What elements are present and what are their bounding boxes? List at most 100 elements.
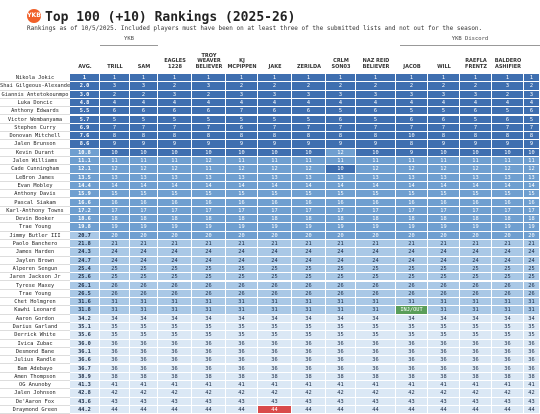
rank-cell: 19 [492, 223, 524, 232]
table-row[interactable]: Jalen Johnson 42.8 42 42 42 42 42 42 42 42 42 42 42 4… [0, 389, 540, 398]
rank-cell: 35 [192, 323, 226, 332]
player-name: Julius Randle [0, 356, 70, 365]
rank-cell: 12 [326, 148, 356, 157]
column-header-line: JAKE [268, 63, 282, 70]
rank-cell: 2 [100, 90, 130, 99]
player-name: Trae Young [0, 223, 70, 232]
table-row[interactable]: Trae Young 26.5 26 26 26 26 26 26 26 26 26 26 26 26 26… [0, 289, 540, 299]
rank-cell: 20 [326, 231, 356, 240]
table-row[interactable]: Giannis Antetokounmpo 3.0 2 2 3 2 3 3 3 3 3 3 3 3 2 3 [0, 90, 540, 99]
column-header-kj[interactable]: KJ MCPIPPEN [226, 46, 258, 72]
column-header-trill[interactable]: TRILL [100, 46, 130, 72]
table-row[interactable]: Stephen Curry 6.9 7 7 7 7 6 7 7 7 7 7 7 7 7 7 [0, 123, 540, 133]
rank-cell: 9 [226, 140, 258, 149]
avg-cell: 19.8 [70, 223, 100, 232]
rank-cell: 24 [492, 256, 524, 265]
table-row[interactable]: Bam Adebayo 36.7 36 36 36 36 36 36 36 36 36 36 36 36 3… [0, 364, 540, 373]
column-header-line: BELIEVER [362, 63, 390, 70]
table-row[interactable]: OG Anunoby 41.3 41 41 41 41 41 41 41 41 41 41 41 41 41… [0, 381, 540, 390]
table-row[interactable]: Amen Thompson 38.9 38 38 38 38 38 38 38 38 38 38 38 3… [0, 372, 540, 382]
table-row[interactable]: Donovan Mitchell 7.6 8 8 8 8 8 8 8 8 8 10 8 8 8 8 [0, 132, 540, 141]
column-header-will[interactable]: WILL [428, 46, 460, 72]
player-name: Pascal Siakam [0, 199, 70, 207]
rank-cell: 3 [158, 90, 192, 99]
avg-cell: 5.5 [70, 107, 100, 116]
table-row[interactable]: Kevin Durant 10.8 10 10 10 10 10 10 10 12 10 9 10 10 1… [0, 148, 540, 157]
rank-cell: 17 [292, 206, 326, 216]
table-row[interactable]: Trae Young 19.8 19 19 19 19 19 19 19 19 19 19 19 19 19… [0, 223, 540, 232]
table-row[interactable]: Karl-Anthony Towns 17.2 17 17 17 17 17 17 17 17 17… [0, 206, 540, 216]
rank-cell: 4 [258, 98, 292, 108]
table-row[interactable]: Paolo Banchero 21.8 21 21 21 21 21 21 21 21 21 21 21… [0, 240, 540, 249]
rank-cell: 25 [226, 273, 258, 282]
column-header-eagles[interactable]: EAGLES 1228 [158, 46, 192, 72]
column-header-zerilda[interactable]: ZERILDA [292, 46, 326, 72]
table-row[interactable]: Derrick White 35.6 35 35 35 35 35 35 35 35 35 35 35 3… [0, 331, 540, 340]
table-row[interactable]: LeBron James 13.5 13 13 13 13 13 13 13 13 13 13 13 13… [0, 173, 540, 182]
column-header-jake[interactable]: JAKE [258, 46, 292, 72]
column-header-naz[interactable]: NAZ REID BELIEVER [356, 46, 396, 72]
rank-cell: 36 [158, 347, 192, 357]
table-row[interactable]: Darius Garland 35.1 35 35 35 35 35 35 35 35 35 35 35… [0, 323, 540, 332]
column-header-sam[interactable]: SAM [130, 46, 158, 72]
table-row[interactable]: Chet Holmgren 31.6 31 31 31 31 31 31 31 31 31 31 31 3… [0, 298, 540, 307]
table-row[interactable]: Anthony Davis 15.9 15 15 15 15 15 15 15 15 15 15 15 1… [0, 190, 540, 199]
player-name: Chet Holmgren [0, 298, 70, 307]
rank-cell: 24 [258, 256, 292, 265]
table-row[interactable]: James Harden 24.3 24 24 24 24 24 24 24 24 24 24 24 24… [0, 248, 540, 257]
rank-cell: 3 [226, 90, 258, 99]
rank-cell: 8 [492, 132, 524, 141]
rank-cell: 19 [292, 223, 326, 232]
rank-cell: 6 [460, 107, 492, 116]
column-header-jacob[interactable]: JACOB [396, 46, 428, 72]
table-row[interactable]: Tyrese Maxey 26.1 26 26 26 26 26 26 26 26 26 26 26 26… [0, 281, 540, 290]
column-header-crlm[interactable]: CRLM SON03 [326, 46, 356, 72]
rank-cell: 35 [492, 331, 524, 340]
column-header-avg[interactable]: AVG. [70, 46, 100, 72]
table-row[interactable]: Cade Cunningham 12.1 12 12 12 11 12 12 12 10 12 12 1… [0, 165, 540, 174]
table-row[interactable]: Shai Gilgeous-Alexander 2.0 3 3 2 3 2 2 2 2 2 2 2 2 3 2 [0, 82, 540, 91]
table-row[interactable]: Jalen Williams 11.1 11 11 11 12 11 11 11 11 11 11 11… [0, 157, 540, 166]
rank-cell: 8 [428, 132, 460, 141]
rank-cell: 31 [460, 298, 492, 307]
rank-cell: 26 [292, 289, 326, 299]
rank-cell: 7 [524, 123, 540, 133]
column-header-line: AVG. [78, 63, 92, 70]
column-header-raefla[interactable]: RAEFLA FRENTZ [460, 46, 492, 72]
rank-cell: 6 [226, 123, 258, 133]
table-row[interactable]: Aaron Gordon 34.2 34 34 34 34 34 34 34 34 34 34 34 34… [0, 314, 540, 323]
column-header-baldero[interactable]: BALDERO ASHIFIER [492, 46, 524, 72]
player-name: Stephen Curry [0, 124, 70, 133]
rank-cell: 12 [460, 165, 492, 174]
table-row[interactable]: Victor Wembanyama 5.7 5 5 5 5 5 5 5 6 5 6 6 5 6 5 [0, 115, 540, 124]
rank-cell: 4 [460, 98, 492, 108]
table-row[interactable]: Ivica Zubac 36.0 36 36 36 36 36 36 36 36 36 36 36 36 3… [0, 339, 540, 348]
column-header-troy[interactable]: TROY WEAVER BELIEVER [192, 46, 226, 72]
table-row[interactable]: Jalen Brunson 8.6 9 9 9 9 9 9 9 9 9 8 9 9 9 9 [0, 140, 540, 149]
table-row[interactable]: Devin Booker 18.6 18 18 18 18 18 18 18 18 18 18 18 18… [0, 215, 540, 224]
table-row[interactable]: Kawhi Leonard 31.8 31 31 31 31 31 31 31 31 31 INJ/O… [0, 306, 540, 315]
rank-cell: 26 [100, 289, 130, 299]
table-row[interactable]: Luka Doncic 4.8 4 4 4 4 4 4 4 4 4 4 4 4 4 4 [0, 98, 540, 108]
table-row[interactable]: Pascal Siakam 16.6 16 16 16 16 16 16 16 16 16 16 16 1… [0, 198, 540, 207]
rank-cell: 34 [460, 314, 492, 323]
rank-cell: 36 [100, 356, 130, 365]
column-header-last[interactable] [524, 46, 540, 72]
table-row[interactable]: Alperen Sengun 25.4 25 25 25 25 25 25 25 25 25 25 25… [0, 264, 540, 274]
table-row[interactable]: Julius Randle 36.6 36 36 36 36 36 36 36 36 36 36 36 3… [0, 356, 540, 365]
rank-cell: 25 [158, 273, 192, 282]
table-row[interactable]: Evan Mobley 14.4 14 14 14 14 14 14 14 14 14 14 14 14 1… [0, 181, 540, 191]
table-row[interactable]: Desmond Bane 36.1 36 36 36 36 36 36 36 36 36 36 36 36… [0, 347, 540, 357]
table-row[interactable]: Anthony Edwards 5.5 6 6 6 6 7 6 6 5 6 5 5 6 5 6 [0, 107, 540, 116]
table-row[interactable]: Jaylen Brown 24.7 24 24 24 24 24 24 24 24 24 24 24 24… [0, 256, 540, 265]
rank-cell: 41 [130, 381, 158, 390]
player-name: Jalen Brunson [0, 140, 70, 149]
table-row[interactable]: Jimmy Butler III 20.7 20 20 20 20 20 20 20 20 20 20… [0, 231, 540, 240]
table-row[interactable]: Jaren Jackson Jr 25.6 25 25 25 25 25 25 25 25 25 25… [0, 273, 540, 282]
rank-cell: 15 [258, 190, 292, 199]
table-row[interactable]: Nikola Jokic 1 1 1 1 1 1 1 1 1 1 1 1 1 1 1 [0, 74, 540, 83]
rank-cell: 21 [492, 240, 524, 249]
table-row[interactable]: Draymond Green 44.2 44 44 44 44 44 44 44 44 44 44 44… [0, 406, 540, 414]
avg-cell: 3.0 [70, 90, 100, 99]
rank-cell: 10 [130, 148, 158, 157]
